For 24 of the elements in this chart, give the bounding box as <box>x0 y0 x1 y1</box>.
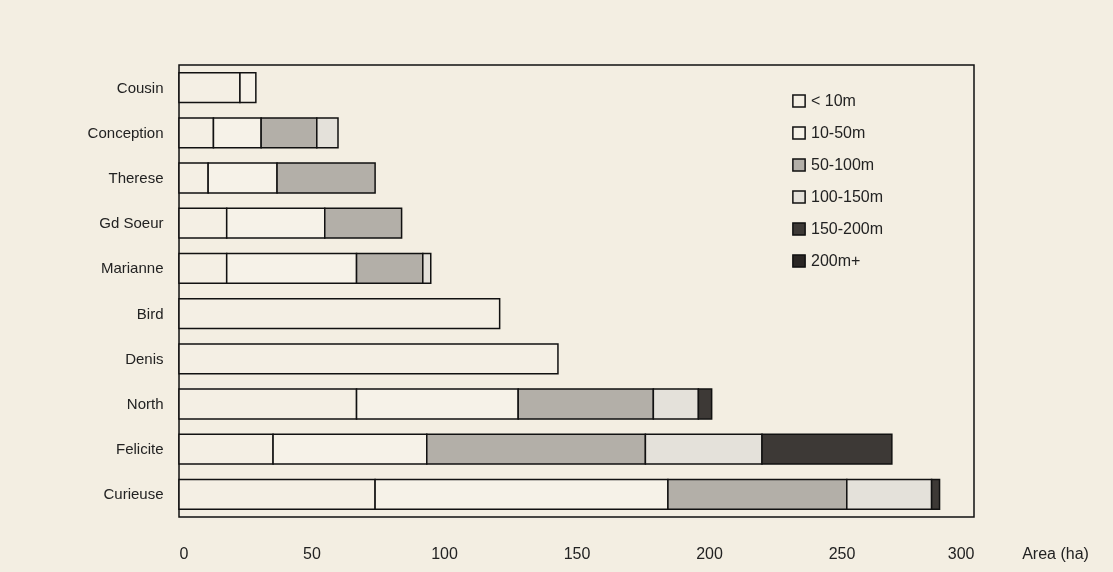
y-tick-label: Denis <box>125 349 164 367</box>
x-tick-label: 250 <box>828 544 856 562</box>
y-tick-label: Conception <box>87 123 164 141</box>
x-axis-title: Area (ha) <box>1022 544 1089 562</box>
legend-label: 10-50m <box>811 124 866 141</box>
legend-label: 50-100m <box>811 156 875 173</box>
x-tick-label: 50 <box>303 544 321 562</box>
y-tick-label: Felicite <box>115 440 164 458</box>
y-tick-label: Marianne <box>100 259 164 277</box>
x-tick-label: 100 <box>431 544 458 562</box>
y-tick-label: Therese <box>108 169 164 186</box>
y-tick-label: Gd Soeur <box>99 214 164 232</box>
x-tick-label: 300 <box>947 544 975 562</box>
y-tick-label: Curieuse <box>103 485 164 503</box>
legend-label: 100-150m <box>811 188 884 205</box>
y-tick-label: Bird <box>136 304 164 322</box>
x-tick-label: 0 <box>179 544 189 562</box>
legend-label: 200m+ <box>811 252 861 269</box>
y-tick-label: North <box>126 395 164 412</box>
x-tick-label: 150 <box>563 544 591 562</box>
legend-label: < 10m <box>811 92 856 109</box>
legend-label: 150-200m <box>811 220 884 237</box>
y-tick-label: Cousin <box>116 78 164 96</box>
x-tick-label: 200 <box>696 544 723 562</box>
